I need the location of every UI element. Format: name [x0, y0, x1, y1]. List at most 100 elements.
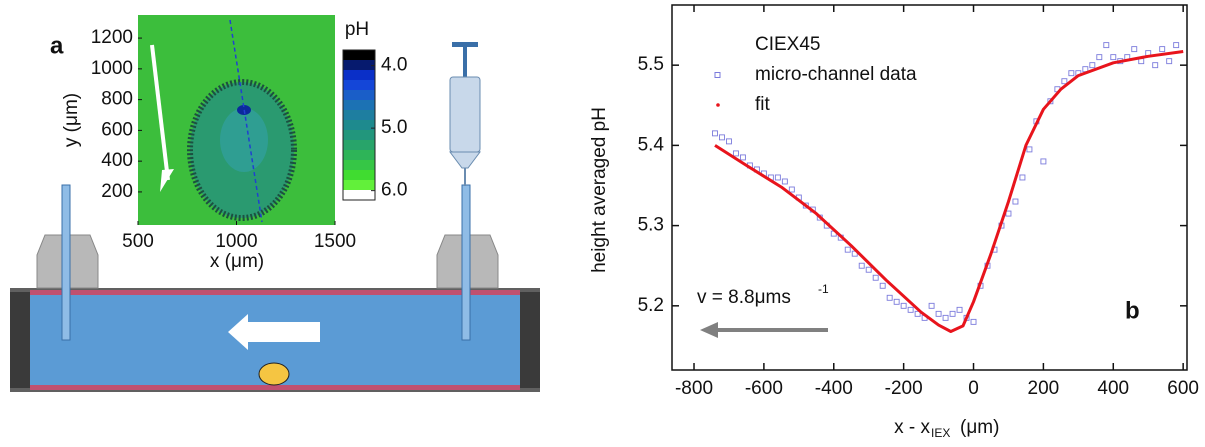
colorbar-step: [343, 170, 375, 181]
data-point: [928, 302, 935, 309]
data-point: [1061, 78, 1068, 85]
y-tick-label: 1000: [91, 58, 133, 79]
flow-arrow: [228, 314, 320, 350]
panel-label: b: [1125, 297, 1140, 324]
data-point: [739, 154, 746, 161]
data-point: [774, 174, 781, 181]
colorbar-tick-label: 5.0: [381, 117, 407, 138]
y-tick-label: 800: [101, 89, 133, 110]
velocity-arrow-head: [700, 322, 718, 338]
data-point: [1026, 146, 1033, 153]
y-tick-label: 400: [101, 150, 133, 171]
legend-marker: [716, 103, 720, 107]
x-axis-label: x (μm): [210, 251, 264, 272]
end-cap: [10, 292, 30, 388]
colorbar-step: [343, 70, 375, 81]
x-tick-label: -600: [745, 378, 783, 399]
data-point: [914, 310, 921, 317]
colorbar-tick-label: 6.0: [381, 180, 407, 201]
y-axis-label: y (μm): [61, 93, 82, 147]
data-point: [1173, 42, 1180, 49]
data-point: [900, 302, 907, 309]
colorbar-step: [343, 160, 375, 171]
end-cap: [520, 292, 540, 388]
colorbar-tick-label: 4.0: [381, 55, 407, 76]
colorbar-step: [343, 140, 375, 151]
data-point: [872, 274, 879, 281]
panel-label: a: [50, 32, 64, 59]
y-tick-label: 5.4: [638, 134, 665, 155]
data-point: [1012, 198, 1019, 205]
data-point: [726, 138, 732, 145]
data-point: [1096, 54, 1103, 61]
colorbar-step: [343, 60, 375, 71]
data-point: [1068, 70, 1075, 77]
data-point: [1152, 62, 1159, 69]
ph-map: [138, 15, 335, 225]
colorbar-step: [343, 90, 375, 101]
data-point: [1110, 54, 1117, 61]
syringe-barrel: [449, 76, 481, 153]
legend-marker: [714, 72, 721, 78]
legend-label: micro-channel data: [755, 64, 917, 85]
x-tick-label: -800: [675, 378, 713, 399]
data-point: [719, 134, 725, 141]
plot-frame: [671, 4, 1188, 371]
fit-line: [714, 50, 1184, 333]
data-point: [1019, 174, 1026, 181]
data-point: [732, 150, 739, 157]
legend-label: fit: [755, 94, 771, 115]
data-point: [942, 314, 949, 321]
syringe-plunger-top: [452, 42, 478, 47]
syringe-needle: [464, 168, 466, 186]
data-point: [1005, 210, 1012, 217]
colorbar-step: [343, 50, 375, 61]
y-tick-label: 5.5: [638, 54, 664, 75]
annotation-sup: -1: [818, 282, 829, 296]
x-tick-label: -200: [885, 378, 923, 399]
syringe-plunger: [463, 47, 467, 77]
data-point: [907, 306, 914, 313]
colorbar-step: [343, 130, 375, 141]
colorbar-step: [343, 100, 375, 111]
x-tick-label: 500: [122, 231, 154, 252]
data-point: [1047, 98, 1054, 105]
data-point: [886, 294, 893, 301]
annotation: v = 8.8μms: [697, 287, 791, 308]
colorbar-step: [343, 180, 375, 191]
schematic: [10, 42, 540, 392]
colorbar-step: [343, 150, 375, 161]
data-point: [1103, 42, 1110, 49]
data-point: [935, 310, 942, 317]
data-point: [844, 246, 851, 253]
x-tick-label: 200: [1028, 378, 1060, 399]
x-tick-label: -400: [815, 378, 853, 399]
data-point: [865, 266, 872, 273]
data-point: [949, 310, 956, 317]
x-tick-label: 600: [1167, 378, 1199, 399]
colorbar-step: [343, 110, 375, 121]
data-point: [970, 318, 977, 325]
y-tick-label: 1200: [91, 27, 133, 48]
x-tick-label: 400: [1097, 378, 1129, 399]
tube: [61, 184, 71, 341]
colorbar-step: [343, 120, 375, 131]
x-axis-label-sub: IEX: [931, 426, 950, 440]
y-axis-label: height averaged pH: [589, 107, 610, 273]
direction-arrow-head: [160, 169, 174, 192]
x-tick-label: 0: [968, 378, 979, 399]
data-point: [1089, 62, 1096, 69]
data-point: [712, 130, 718, 137]
y-tick-label: 600: [101, 119, 133, 140]
colorbar-label: pH: [345, 19, 369, 40]
x-tick-label: 1500: [314, 231, 356, 252]
x-axis-label-unit: (μm): [960, 417, 999, 438]
colorbar-step: [343, 190, 375, 201]
data-point: [956, 306, 963, 313]
colorbar-step: [343, 80, 375, 91]
data-point: [1040, 158, 1047, 165]
data-point: [858, 262, 865, 269]
y-tick-label: 5.2: [638, 295, 664, 316]
data-point: [1159, 46, 1166, 53]
